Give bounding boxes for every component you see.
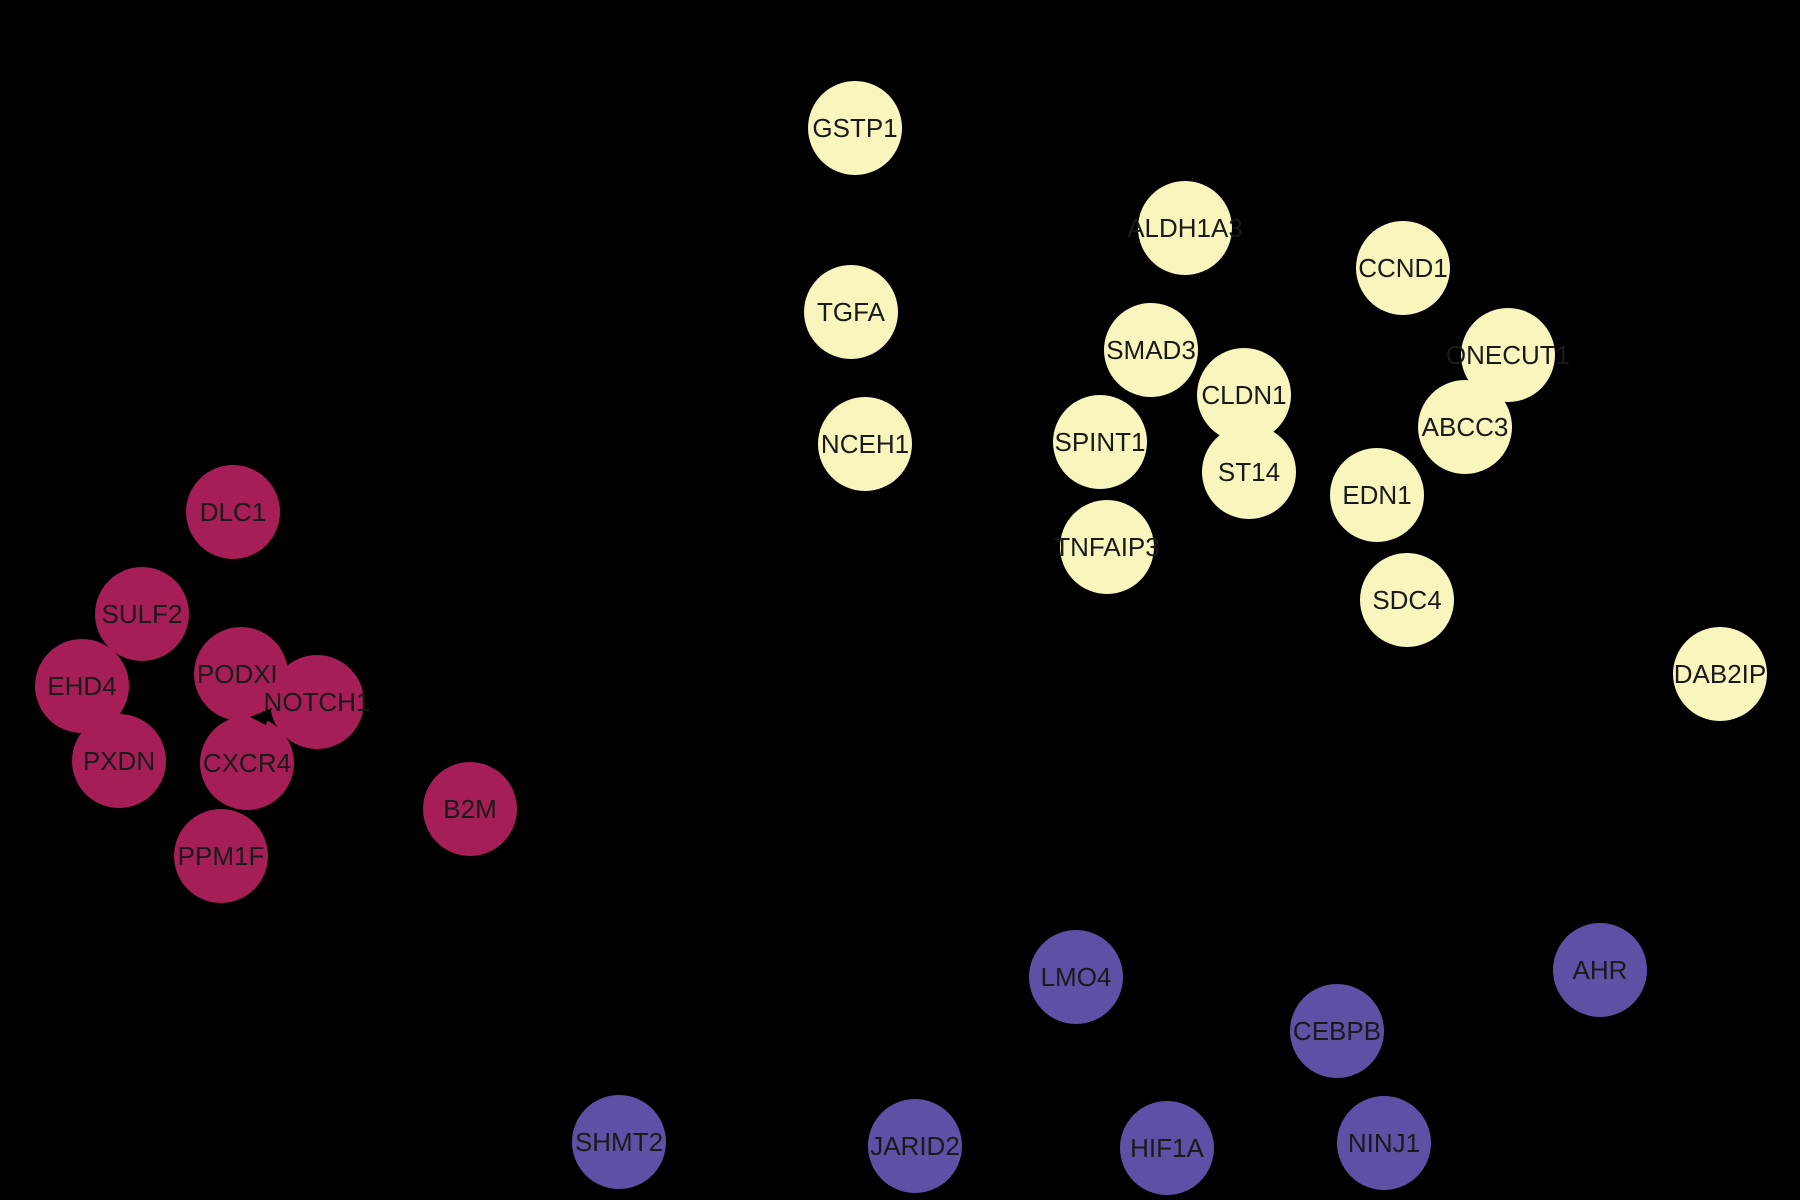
graph-node-label: ABCC3 [1421, 412, 1509, 442]
graph-node-label: B2M [443, 794, 497, 824]
edge-arrowhead-icon [250, 708, 272, 725]
node-edn1[interactable]: EDN1 [1330, 448, 1424, 542]
node-ppm1f[interactable]: PPM1F [174, 809, 268, 903]
node-notch1[interactable]: NOTCH1 [264, 655, 370, 749]
node-smad3[interactable]: SMAD3 [1104, 303, 1198, 397]
node-st14[interactable]: ST14 [1202, 425, 1296, 519]
graph-node-label: NINJ1 [1347, 1128, 1421, 1158]
node-hif1a[interactable]: HIF1A [1120, 1101, 1214, 1195]
graph-node-label: EDN1 [1342, 480, 1412, 510]
node-ccnd1[interactable]: CCND1 [1356, 221, 1450, 315]
node-b2m[interactable]: B2M [423, 762, 517, 856]
graph-node-label: TGFA [817, 297, 885, 327]
node-cldn1[interactable]: CLDN1 [1197, 348, 1291, 442]
graph-node-label: CEBPB [1292, 1016, 1382, 1046]
node-nceh1[interactable]: NCEH1 [818, 397, 912, 491]
node-abcc3[interactable]: ABCC3 [1418, 380, 1512, 474]
graph-node-label: SPINT1 [1054, 427, 1146, 457]
graph-node-label: HIF1A [1130, 1133, 1204, 1163]
node-pxdn[interactable]: PXDN [72, 714, 166, 808]
node-lmo4[interactable]: LMO4 [1029, 930, 1123, 1024]
graph-node-label: NCEH1 [820, 429, 910, 459]
graph-node-label: TNFAIP3 [1054, 532, 1160, 562]
graph-node-label: AHR [1572, 955, 1628, 985]
graph-node-label: NOTCH1 [263, 687, 371, 717]
graph-node-label: CLDN1 [1201, 380, 1287, 410]
node-dab2ip[interactable]: DAB2IP [1673, 627, 1767, 721]
graph-node-label: DAB2IP [1673, 659, 1767, 689]
node-dlc1[interactable]: DLC1 [186, 465, 280, 559]
node-ninj1[interactable]: NINJ1 [1337, 1096, 1431, 1190]
graph-node-label: PXDN [82, 746, 156, 776]
node-spint1[interactable]: SPINT1 [1053, 395, 1147, 489]
graph-node-label: CXCR4 [202, 748, 292, 778]
graph-node-label: SDC4 [1372, 585, 1442, 615]
node-gstp1[interactable]: GSTP1 [808, 81, 902, 175]
node-jarid2[interactable]: JARID2 [868, 1099, 962, 1193]
graph-node-label: ALDH1A3 [1127, 213, 1243, 243]
node-tnfaip3[interactable]: TNFAIP3 [1054, 500, 1160, 594]
node-aldh1a3[interactable]: ALDH1A3 [1127, 181, 1243, 275]
graph-node-label: ST14 [1217, 457, 1281, 487]
graph-node-label: JARID2 [870, 1131, 960, 1161]
node-sdc4[interactable]: SDC4 [1360, 553, 1454, 647]
node-cxcr4[interactable]: CXCR4 [200, 716, 294, 810]
graph-node-label: LMO4 [1040, 962, 1112, 992]
node-shmt2[interactable]: SHMT2 [572, 1095, 666, 1189]
graph-node-label: GSTP1 [812, 113, 898, 143]
graph-node-label: PPM1F [177, 841, 265, 871]
graph-node-label: SHMT2 [574, 1127, 664, 1157]
graph-node-label: CCND1 [1358, 253, 1448, 283]
node-ahr[interactable]: AHR [1553, 923, 1647, 1017]
node-cebpb[interactable]: CEBPB [1290, 984, 1384, 1078]
graph-node-label: PODXL [196, 659, 286, 689]
graph-node-label: EHD4 [47, 671, 117, 701]
graph-node-label: DLC1 [199, 497, 267, 527]
node-tgfa[interactable]: TGFA [804, 265, 898, 359]
graph-node-label: SMAD3 [1106, 335, 1196, 365]
graph-node-label: SULF2 [101, 599, 183, 629]
graph-node-label: ONECUT1 [1445, 340, 1571, 370]
node-sulf2[interactable]: SULF2 [95, 567, 189, 661]
